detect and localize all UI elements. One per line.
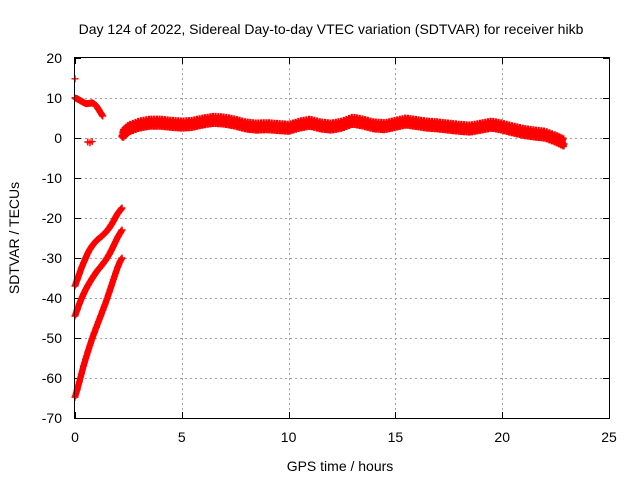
data-point (88, 138, 96, 146)
y-tick-label: 20 (46, 50, 62, 66)
data-point (118, 227, 125, 234)
y-tick-label: 0 (54, 130, 62, 146)
x-axis-label: GPS time / hours (287, 458, 394, 474)
x-tick-label: 10 (281, 429, 297, 445)
x-tick-label: 20 (494, 429, 510, 445)
data-point (559, 142, 567, 150)
y-tick-label: -20 (42, 210, 62, 226)
y-axis-label: SDTVAR / TECUs (6, 182, 22, 294)
series-early-upper (71, 94, 107, 120)
data-points (71, 75, 568, 401)
y-tick-label: -60 (42, 370, 62, 386)
tick-labels: 0 5 10 15 20 25 -70 -60 -50 -40 -30 -20 -10 0 10 20 (42, 50, 617, 445)
y-tick-label: 10 (46, 90, 62, 106)
plot-frame (74, 57, 610, 419)
series-low-curve-2 (71, 226, 126, 320)
data-point (99, 112, 106, 119)
data-point (118, 255, 125, 262)
series-main-band (118, 112, 568, 150)
data-point (118, 205, 125, 212)
data-point (118, 133, 126, 141)
data-point (560, 135, 567, 142)
y-tick-label: -70 (42, 410, 62, 426)
y-tick-label: -40 (42, 290, 62, 306)
x-tick-label: 0 (71, 429, 79, 445)
y-tick-label: -10 (42, 170, 62, 186)
chart-title: Day 124 of 2022, Sidereal Day-to-day VTE… (79, 21, 584, 37)
y-tick-label: -30 (42, 250, 62, 266)
series-low-curve-1 (71, 204, 126, 290)
x-tick-label: 5 (178, 429, 186, 445)
x-tick-label: 15 (388, 429, 404, 445)
series-outliers (71, 75, 126, 147)
y-tick-label: -50 (42, 330, 62, 346)
x-tick-label: 25 (601, 429, 617, 445)
series-low-curve-3 (71, 254, 126, 401)
